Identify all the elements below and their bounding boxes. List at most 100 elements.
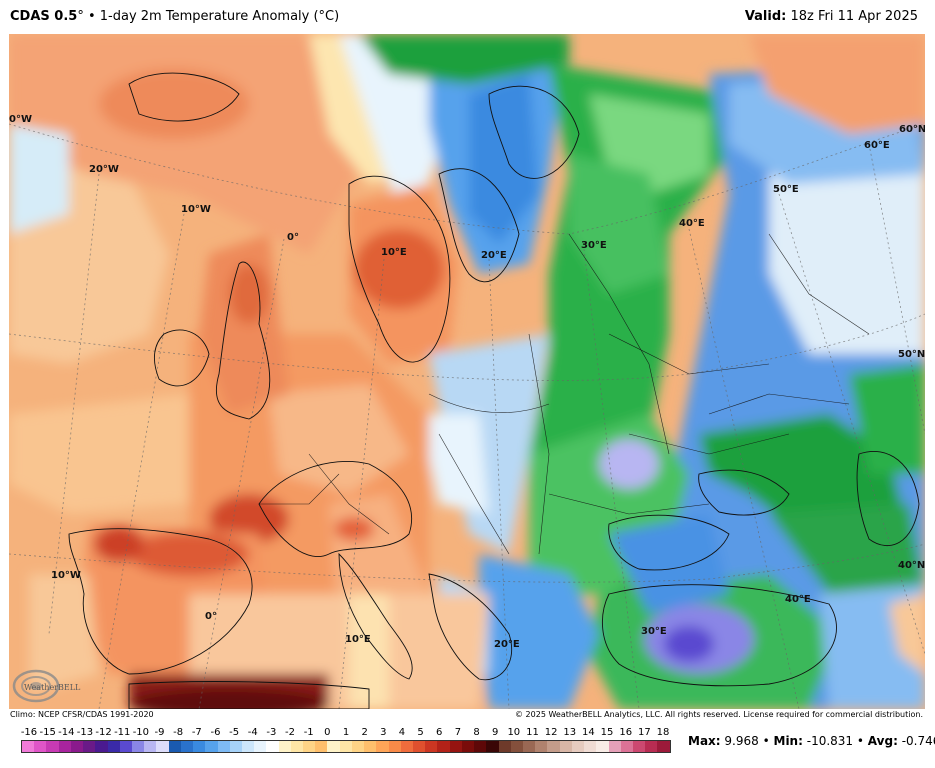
colorbar-swatch [498, 741, 511, 752]
anomaly-field [9, 34, 925, 709]
label-lon-10w-south: 10°W [51, 570, 81, 581]
label-lon-30e-south: 30°E [641, 626, 667, 637]
colorbar-swatch [180, 741, 194, 752]
colorbar-swatch [95, 741, 108, 752]
graticule [9, 123, 925, 709]
stats-sep-2: • [856, 734, 864, 748]
colorbar-swatch [388, 741, 401, 752]
title-bullet: • [87, 9, 96, 24]
colorbar-tick-label: -5 [229, 727, 240, 738]
weatherbell-logo-graphic: WeatherBELL [12, 669, 81, 703]
colorbar-tick-label: 0 [324, 727, 331, 738]
label-lon-10w-north: 10°W [181, 204, 211, 215]
colorbar-tick-label: -2 [285, 727, 296, 738]
colorbar-swatch [205, 741, 218, 752]
colorbar-tick-label: -6 [210, 727, 221, 738]
colorbar-swatch [620, 741, 633, 752]
colorbar-tick-label: 9 [491, 727, 499, 738]
label-lon-20e-north: 20°E [481, 250, 507, 261]
colorbar-swatch [437, 741, 450, 752]
avg-value: -0.746 [901, 734, 935, 748]
colorbar-swatch [303, 741, 316, 752]
colorbar-tick-label: -1 [303, 727, 314, 738]
colorbar-swatch [547, 741, 560, 752]
colorbar-swatch [107, 741, 120, 752]
colorbar-tick-label: 1 [342, 727, 350, 738]
colorbar-tick-label: -9 [154, 727, 165, 738]
colorbar-swatch [376, 741, 389, 752]
valid-time: Valid: 18z Fri 11 Apr 2025 [745, 9, 918, 24]
colorbar-swatch [46, 741, 59, 752]
copyright-note: © 2025 WeatherBELL Analytics, LLC. All r… [515, 710, 923, 719]
map-title: CDAS 0.5° • 1-day 2m Temperature Anomaly… [10, 9, 339, 24]
colorbar-tick-label: -11 [114, 727, 131, 738]
label-lon-40e-north: 40°E [679, 218, 705, 229]
colorbar-tick-label: -4 [247, 727, 258, 738]
colorbar-swatch [119, 741, 132, 752]
colorbar-swatch [474, 741, 487, 752]
colorbar-tick-label: -14 [58, 727, 75, 738]
colorbar-tick-label: 17 [637, 727, 651, 738]
stats-sep-1: • [762, 734, 770, 748]
colorbar-tick-label: 7 [454, 727, 462, 738]
colorbar-tick-label: 11 [526, 727, 539, 738]
colorbar-tick-label: 8 [473, 727, 480, 738]
colorbar-swatch [156, 741, 169, 752]
climo-note: Climo: NCEP CFSR/CDAS 1991-2020 [10, 710, 154, 719]
colorbar-swatch [131, 741, 145, 752]
colorbar-tick-label: 4 [398, 727, 406, 738]
max-value: 9.968 [724, 734, 759, 748]
colorbar-tick-label: 13 [563, 727, 577, 738]
stats: Max: 9.968 • Min: -10.831 • Avg: -0.746 [688, 734, 935, 748]
colorbar-tick-label: 14 [582, 727, 595, 738]
colorbar-swatch [351, 741, 365, 752]
colorbar-tick-label: 5 [417, 727, 424, 738]
map-graphic [9, 34, 925, 709]
colorbar-swatch [327, 741, 340, 752]
colorbar-swatch [266, 741, 279, 752]
label-lat-50n: 50°N [898, 349, 925, 360]
weatherbell-logo: WeatherBELL [10, 660, 94, 706]
label-lon-10e-south: 10°E [345, 634, 371, 645]
colorbar-swatch [193, 741, 206, 752]
anomaly-map: 0°W 20°W 10°W 0° 10°E 20°E 30°E 40°E 50°… [9, 34, 925, 709]
colorbar-tick-label: -16 [20, 727, 38, 738]
label-lon-20e-south: 20°E [494, 639, 520, 650]
colorbar-tick-label: -3 [266, 727, 277, 738]
colorbar-swatch [229, 741, 242, 752]
label-lat-40n: 40°N [898, 560, 925, 571]
valid-value: 18z Fri 11 Apr 2025 [790, 9, 919, 24]
colorbar-swatch [486, 741, 499, 752]
label-lon-40e-south: 40°E [785, 594, 811, 605]
colorbar-swatch [461, 741, 475, 752]
borders [259, 233, 870, 555]
colorbar-swatch [254, 741, 267, 752]
colorbar-swatch [400, 741, 413, 752]
colorbar-tick-label: -8 [173, 727, 184, 738]
colorbar-swatch [168, 741, 181, 752]
colorbar-swatch [559, 741, 572, 752]
colorbar-swatch [449, 741, 462, 752]
degree-symbol: ° [77, 9, 84, 24]
colorbar-tick-label: 6 [436, 727, 443, 738]
colorbar: -16 -15 -14 -13 -12 -11 -10 -9 -8 -7 -6 -5 -4 -3 -2 -1 0… [21, 727, 671, 755]
colorbar-swatch [70, 741, 84, 752]
colorbar-swatch [83, 741, 96, 752]
colorbar-swatch [278, 741, 291, 752]
label-lon-0-south: 0° [205, 611, 217, 622]
colorbar-tick-label: 2 [361, 727, 368, 738]
colorbar-swatch [645, 741, 658, 752]
colorbar-tick-label: -15 [39, 727, 56, 738]
label-lon-0-north: 0° [287, 232, 299, 243]
colorbar-tick-label: 15 [600, 727, 614, 738]
colorbar-labels: -16 -15 -14 -13 -12 -11 -10 -9 -8 -7 -6 -5 -4 -3 -2 -1 0… [21, 727, 671, 739]
model-name: CDAS 0.5 [10, 9, 78, 24]
colorbar-swatch [413, 741, 426, 752]
colorbar-swatch [510, 741, 523, 752]
colorbar-swatch [58, 741, 71, 752]
label-lon-0w: 0°W [9, 114, 32, 125]
product-name: 1-day 2m Temperature Anomaly (°C) [99, 9, 340, 24]
colorbar-swatch [608, 741, 621, 752]
label-lon-50e: 50°E [773, 184, 799, 195]
label-lon-60e: 60°E [864, 140, 890, 151]
